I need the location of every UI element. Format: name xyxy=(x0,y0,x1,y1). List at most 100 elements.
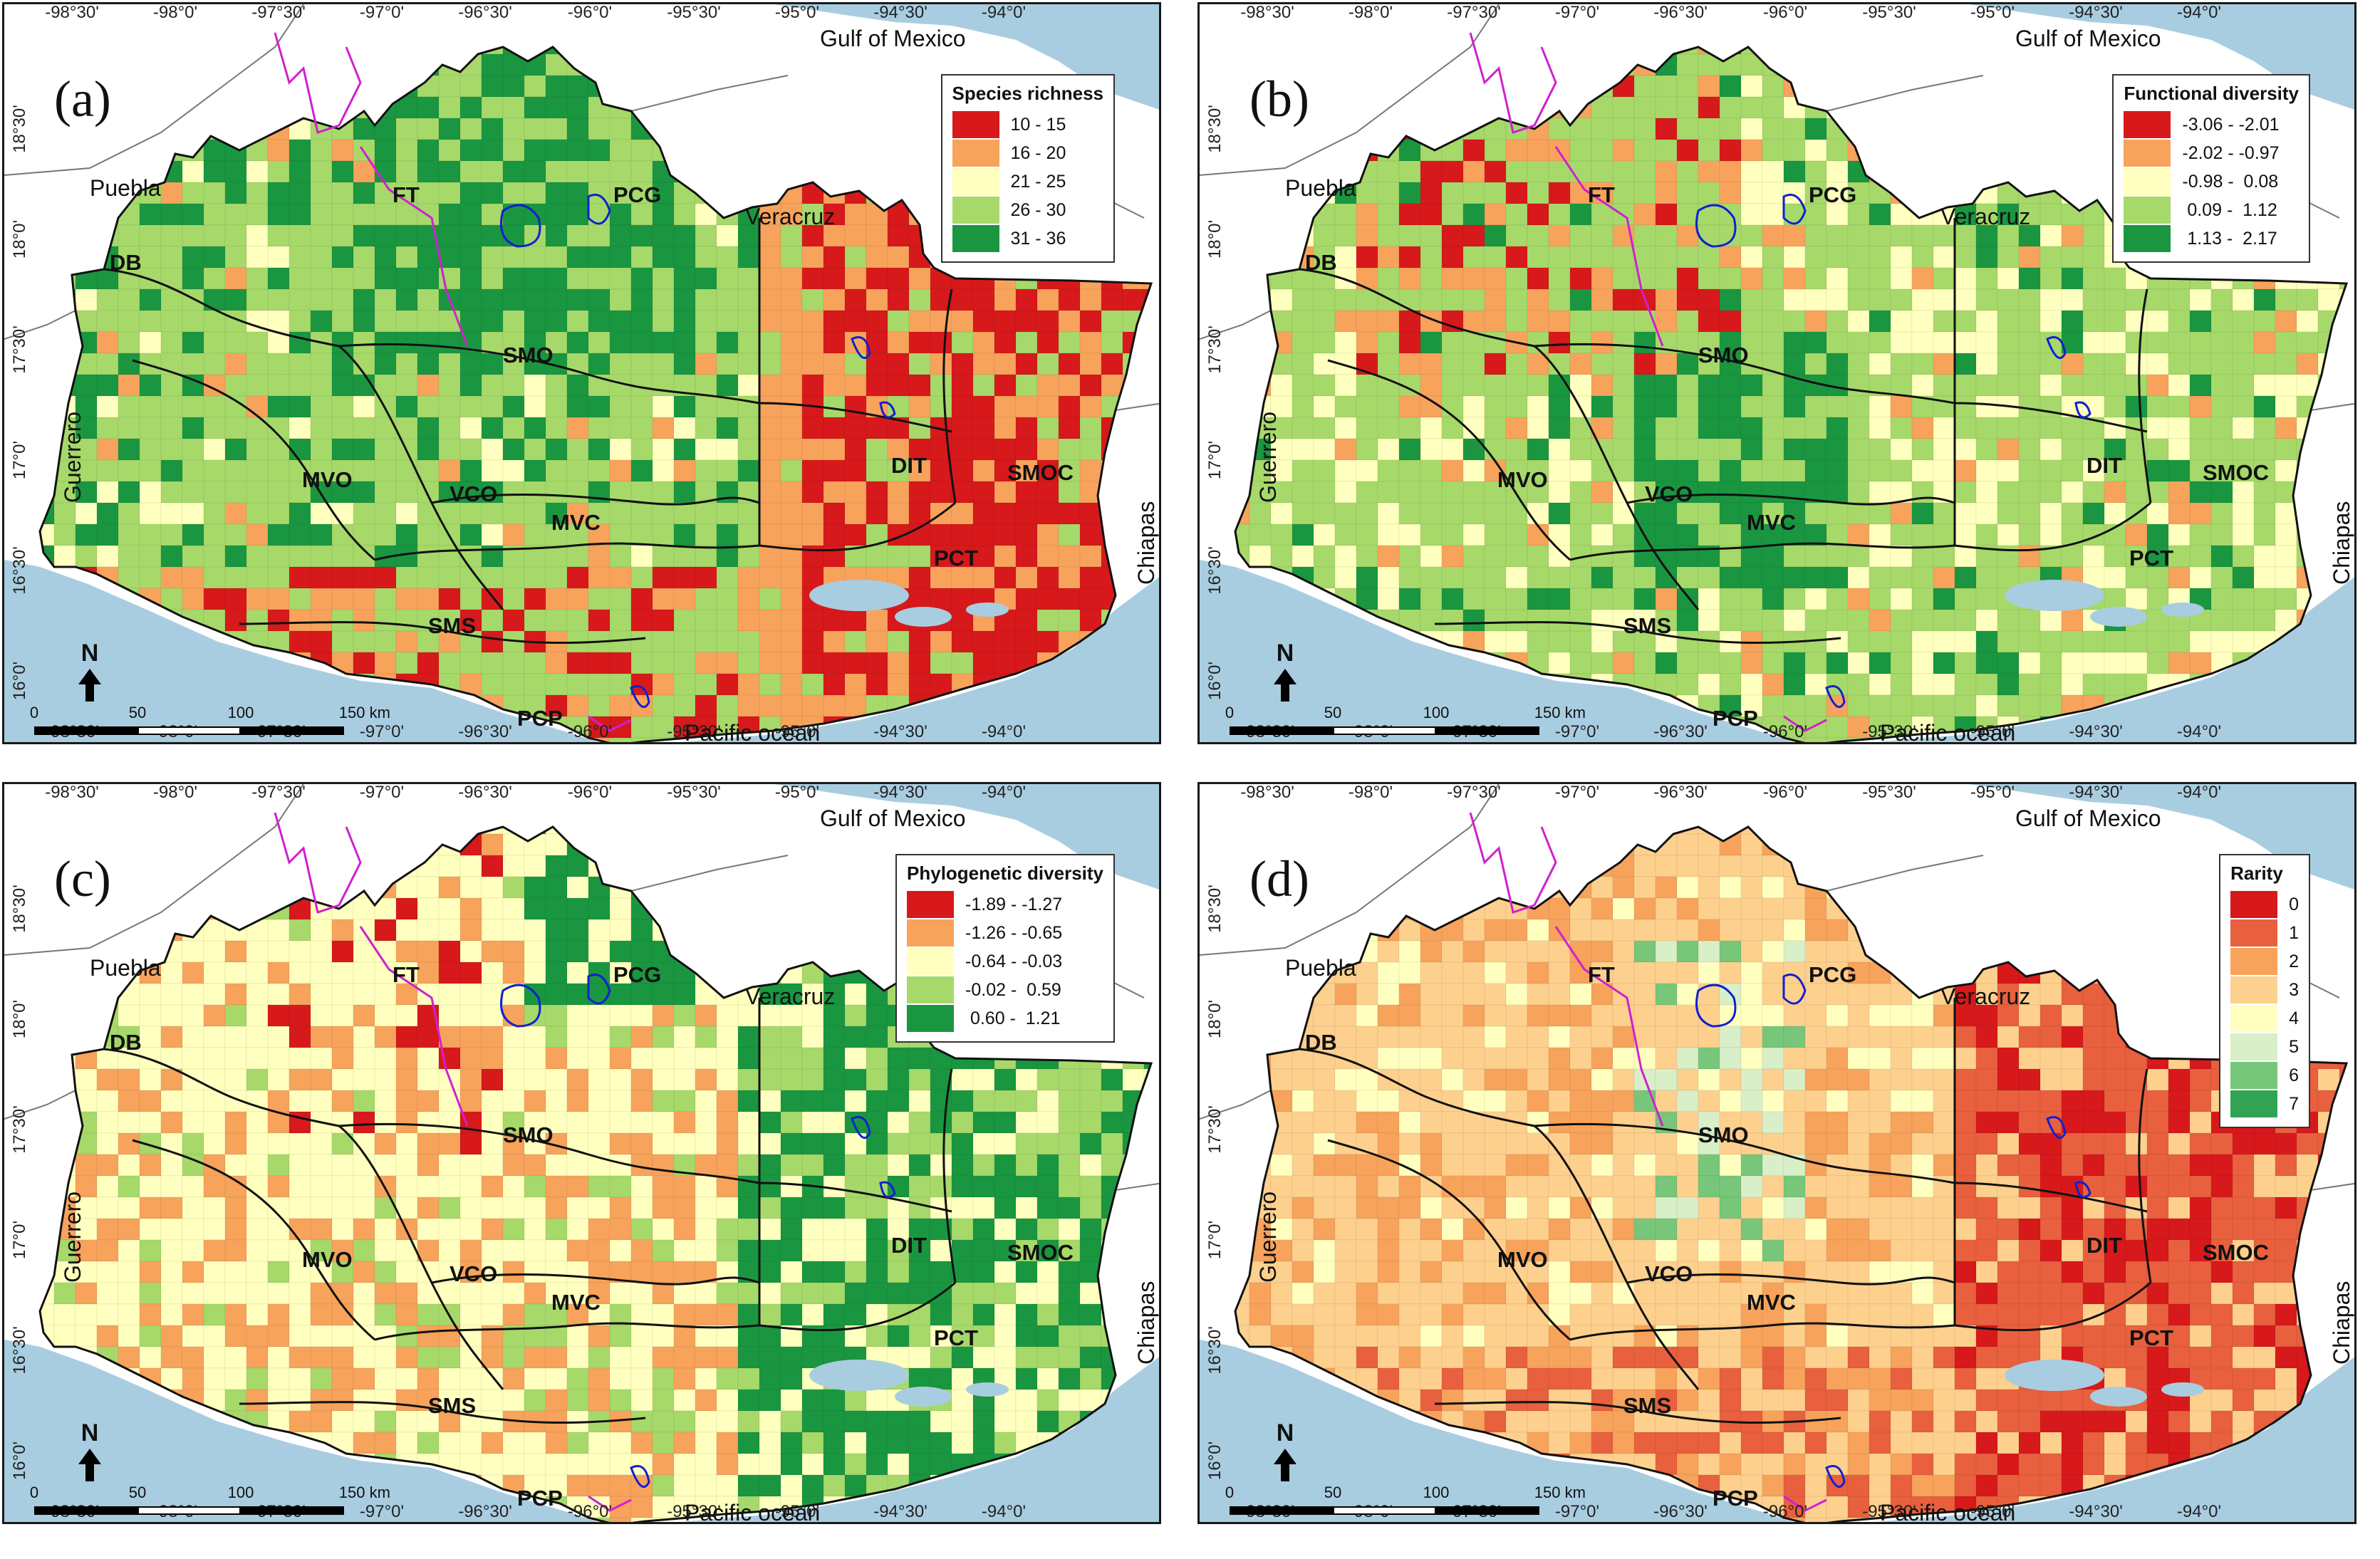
grid-cell xyxy=(908,1111,931,1134)
grid-cell xyxy=(53,203,76,226)
grid-cell xyxy=(588,96,610,119)
grid-cell xyxy=(1235,353,1250,375)
grid-cell xyxy=(1441,224,1464,247)
grid-cell xyxy=(1890,630,1913,653)
grid-cell xyxy=(1270,139,1293,162)
grid-cell xyxy=(1933,139,1955,162)
grid-cell xyxy=(2061,224,2084,247)
grid-cell xyxy=(1462,267,1485,290)
grid-cell xyxy=(2168,395,2191,418)
grid-cell xyxy=(1548,459,1571,482)
grid-cell xyxy=(203,96,226,119)
scale-label: 50 xyxy=(128,704,147,721)
grid-cell xyxy=(1527,652,1549,674)
grid-cell xyxy=(1505,481,1528,504)
region-boundary xyxy=(338,343,760,405)
grid-cell xyxy=(695,1196,717,1219)
grid-cell xyxy=(139,417,162,439)
grid-cell xyxy=(652,566,675,589)
grid-cell xyxy=(673,897,696,920)
grid-cell xyxy=(1101,310,1123,333)
grid-cell xyxy=(1869,53,1891,76)
grid-cell xyxy=(1441,630,1464,653)
grid-cell xyxy=(780,694,803,717)
grid-cell xyxy=(1313,139,1336,162)
grid-cell xyxy=(331,983,354,1006)
grid-cell xyxy=(2210,288,2233,311)
map-legend: Functional diversity -3.06 - -2.01 -2.02 -… xyxy=(2112,74,2310,263)
grid-cell xyxy=(40,288,55,311)
grid-cell xyxy=(502,1239,525,1262)
grid-cell xyxy=(310,75,333,98)
grid-cell xyxy=(267,545,290,568)
grid-cell xyxy=(353,1175,375,1198)
grid-cell xyxy=(2104,331,2126,354)
grid-cell xyxy=(545,96,568,119)
longitude-tick-top: -98°0' xyxy=(152,3,198,22)
grid-cell xyxy=(481,353,504,375)
grid-cell xyxy=(118,1239,140,1262)
grid-cell xyxy=(1292,310,1314,333)
grid-cell xyxy=(139,374,162,397)
grid-cell xyxy=(1826,75,1849,98)
grid-cell xyxy=(2104,673,2126,696)
grid-cell xyxy=(1869,545,1891,568)
grid-cell xyxy=(182,502,204,525)
grid-cell xyxy=(823,652,846,674)
grid-cell xyxy=(1122,1218,1145,1241)
grid-cell xyxy=(2039,310,2062,333)
grid-cell xyxy=(1954,160,1977,183)
grid-cell xyxy=(1762,47,1784,55)
grid-cell xyxy=(609,182,632,204)
grid-cell xyxy=(1911,438,1934,461)
legend-label: 1.13 - 2.17 xyxy=(2182,228,2277,249)
grid-cell xyxy=(930,459,952,482)
neighbour-state-boundary xyxy=(4,4,1159,411)
grid-cell xyxy=(417,919,440,942)
grid-cell xyxy=(2125,459,2148,482)
grid-cell xyxy=(588,246,610,268)
grid-cell xyxy=(438,203,461,226)
grid-cell xyxy=(801,118,824,140)
grid-cell xyxy=(630,288,653,311)
grid-cell xyxy=(1762,417,1784,439)
grid-cell xyxy=(609,1004,632,1027)
grid-cell xyxy=(160,75,183,98)
grid-cell xyxy=(1783,47,1806,55)
grid-cell xyxy=(203,288,226,311)
grid-cell xyxy=(96,481,119,504)
grid-cell xyxy=(395,1090,418,1112)
grid-cell xyxy=(1441,481,1464,504)
grid-cell xyxy=(289,919,311,942)
grid-cell xyxy=(716,224,739,247)
grid-cell xyxy=(780,1090,803,1112)
grid-cell xyxy=(630,310,653,333)
grid-cell xyxy=(716,1196,739,1219)
grid-cell xyxy=(2039,75,2062,98)
grid-cell xyxy=(2125,331,2148,354)
grid-cell xyxy=(96,395,119,418)
grid-cell xyxy=(203,940,226,963)
grid-cell xyxy=(417,1196,440,1219)
grid-cell xyxy=(139,224,162,247)
grid-cell xyxy=(118,438,140,461)
grid-cell xyxy=(1462,224,1485,247)
grid-cell xyxy=(267,502,290,525)
grid-cell xyxy=(1420,203,1443,226)
grid-cell xyxy=(2232,331,2255,354)
grid-cell xyxy=(695,919,717,942)
grid-cell xyxy=(438,395,461,418)
grid-cell xyxy=(96,827,119,835)
grid-cell xyxy=(1826,417,1849,439)
grid-cell xyxy=(1975,652,1998,674)
grid-cell xyxy=(737,47,760,55)
latitude-tick-right: 17°30' xyxy=(1159,325,1161,374)
grid-cell xyxy=(1890,118,1913,140)
grid-cell xyxy=(481,1047,504,1070)
grid-cell xyxy=(844,673,867,696)
grid-cell xyxy=(417,545,440,568)
grid-cell xyxy=(246,1154,269,1177)
grid-cell xyxy=(1954,47,1977,55)
grid-cell xyxy=(1015,1068,1038,1091)
grid-cell xyxy=(1569,53,1592,76)
